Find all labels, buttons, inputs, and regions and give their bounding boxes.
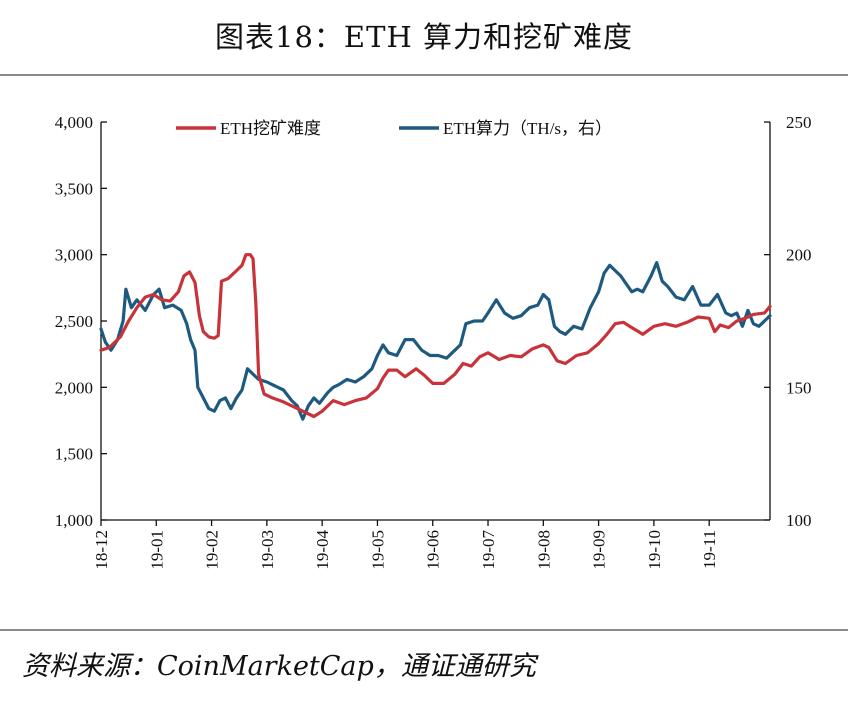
left-y-axis: 1,000 1,500 2,000 2,500 3,000 3,500 4,000 — [55, 113, 107, 530]
right-tick-label: 100 — [786, 511, 812, 530]
right-tick-label: 150 — [786, 378, 812, 397]
difficulty-line — [99, 253, 772, 419]
x-tick-label: 19-05 — [368, 530, 387, 570]
left-tick-label: 4,000 — [55, 113, 93, 132]
legend-label-hashrate-line: ETH算力（TH/s，右） — [443, 119, 612, 138]
source-note: 资料来源：CoinMarketCap，通证通研究 — [22, 651, 536, 682]
x-tick-label: 19-03 — [258, 530, 277, 570]
x-tick-label: 19-02 — [203, 530, 222, 570]
hashrate-line — [99, 261, 772, 421]
x-tick-label: 19-08 — [534, 530, 553, 570]
x-tick-label: 19-07 — [479, 530, 498, 570]
series-layer — [99, 253, 772, 421]
left-tick-label: 2,000 — [55, 378, 93, 397]
legend-label-difficulty-line: ETH挖矿难度 — [220, 119, 321, 138]
left-tick-label: 2,500 — [55, 312, 93, 331]
right-y-axis: 100 150 200 250 — [764, 113, 812, 530]
right-tick-label: 200 — [786, 246, 812, 265]
left-tick-label: 3,000 — [55, 246, 93, 265]
x-tick-label: 19-04 — [313, 530, 332, 570]
left-tick-label: 1,500 — [55, 445, 93, 464]
x-tick-label: 19-01 — [147, 530, 166, 570]
x-tick-label: 19-11 — [700, 530, 719, 569]
x-tick-label: 18-12 — [92, 530, 111, 570]
left-tick-label: 3,500 — [55, 179, 93, 198]
bottom-divider — [0, 629, 848, 631]
top-divider — [0, 74, 848, 76]
x-tick-label: 19-06 — [424, 530, 443, 570]
x-tick-label: 19-09 — [590, 530, 609, 570]
chart-title: 图表18：ETH 算力和挖矿难度 — [215, 20, 633, 54]
right-tick-label: 250 — [786, 113, 812, 132]
x-axis: 18-12 19-01 19-02 19-03 19-04 19-05 19-06 19-07… — [92, 519, 770, 570]
chart-legend: ETH挖矿难度 ETH算力（TH/s，右） — [176, 119, 612, 138]
x-tick-label: 19-10 — [645, 530, 664, 570]
left-tick-label: 1,000 — [55, 511, 93, 530]
